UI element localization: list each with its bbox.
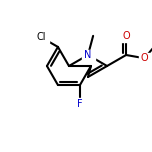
Text: F: F (77, 99, 83, 109)
Text: N: N (84, 50, 92, 60)
Bar (81, 50, 95, 60)
Text: O: O (141, 53, 148, 63)
Bar (121, 31, 132, 42)
Bar (75, 98, 85, 109)
Text: O: O (122, 31, 130, 41)
Text: Cl: Cl (36, 32, 46, 42)
Bar (33, 32, 49, 43)
Bar (139, 53, 150, 64)
